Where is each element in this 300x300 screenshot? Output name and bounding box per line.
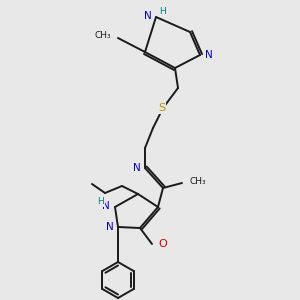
Text: S: S	[158, 103, 166, 113]
Text: O: O	[158, 239, 167, 249]
Text: H: H	[159, 8, 166, 16]
Text: N: N	[144, 11, 152, 21]
Text: CH₃: CH₃	[189, 176, 206, 185]
Text: N: N	[133, 163, 141, 173]
Text: N: N	[102, 201, 110, 211]
Text: N: N	[205, 50, 213, 60]
Text: N: N	[106, 222, 114, 232]
Text: CH₃: CH₃	[94, 32, 111, 40]
Text: H: H	[97, 197, 104, 206]
